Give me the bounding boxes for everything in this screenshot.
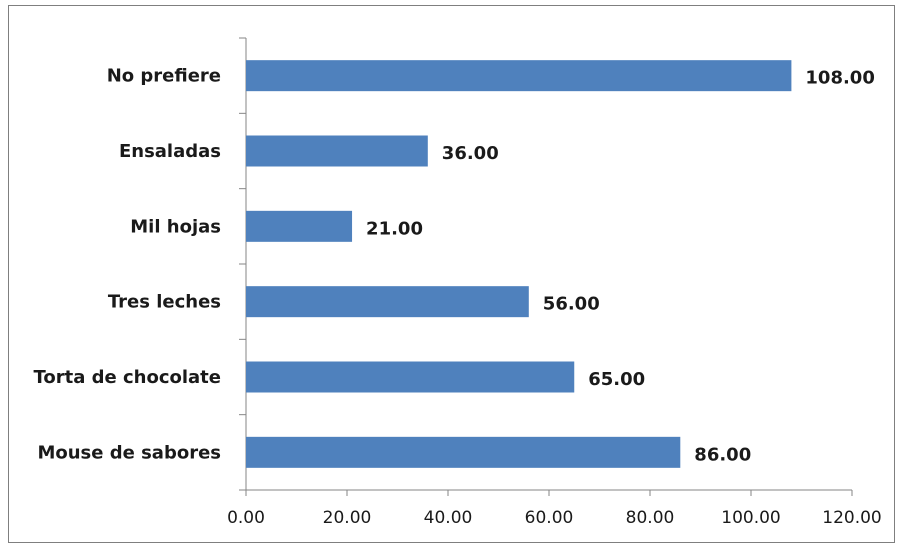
data-label: 108.00 bbox=[805, 68, 874, 89]
category-label: Mouse de sabores bbox=[37, 442, 221, 463]
x-tick-label: 100.00 bbox=[721, 508, 780, 528]
category-label: Torta de chocolate bbox=[33, 367, 221, 388]
data-label: 21.00 bbox=[366, 218, 423, 239]
bar bbox=[246, 361, 575, 393]
bar bbox=[246, 286, 529, 318]
category-label: Ensaladas bbox=[119, 141, 221, 162]
x-tick-label: 80.00 bbox=[626, 508, 675, 528]
category-label: Mil hojas bbox=[130, 216, 221, 237]
bar bbox=[246, 436, 681, 468]
x-tick-label: 40.00 bbox=[424, 508, 473, 528]
x-tick-label: 0.00 bbox=[227, 508, 265, 528]
category-label: No prefiere bbox=[107, 66, 221, 87]
category-label: Tres leches bbox=[108, 292, 221, 313]
data-label: 36.00 bbox=[442, 143, 499, 164]
x-tick-label: 60.00 bbox=[525, 508, 574, 528]
data-label: 86.00 bbox=[694, 444, 751, 465]
x-tick-label: 120.00 bbox=[822, 508, 881, 528]
data-label: 56.00 bbox=[543, 294, 600, 315]
x-tick-label: 20.00 bbox=[323, 508, 372, 528]
bar bbox=[246, 60, 792, 92]
bar bbox=[246, 210, 353, 242]
data-label: 65.00 bbox=[588, 369, 645, 390]
bar bbox=[246, 135, 428, 167]
